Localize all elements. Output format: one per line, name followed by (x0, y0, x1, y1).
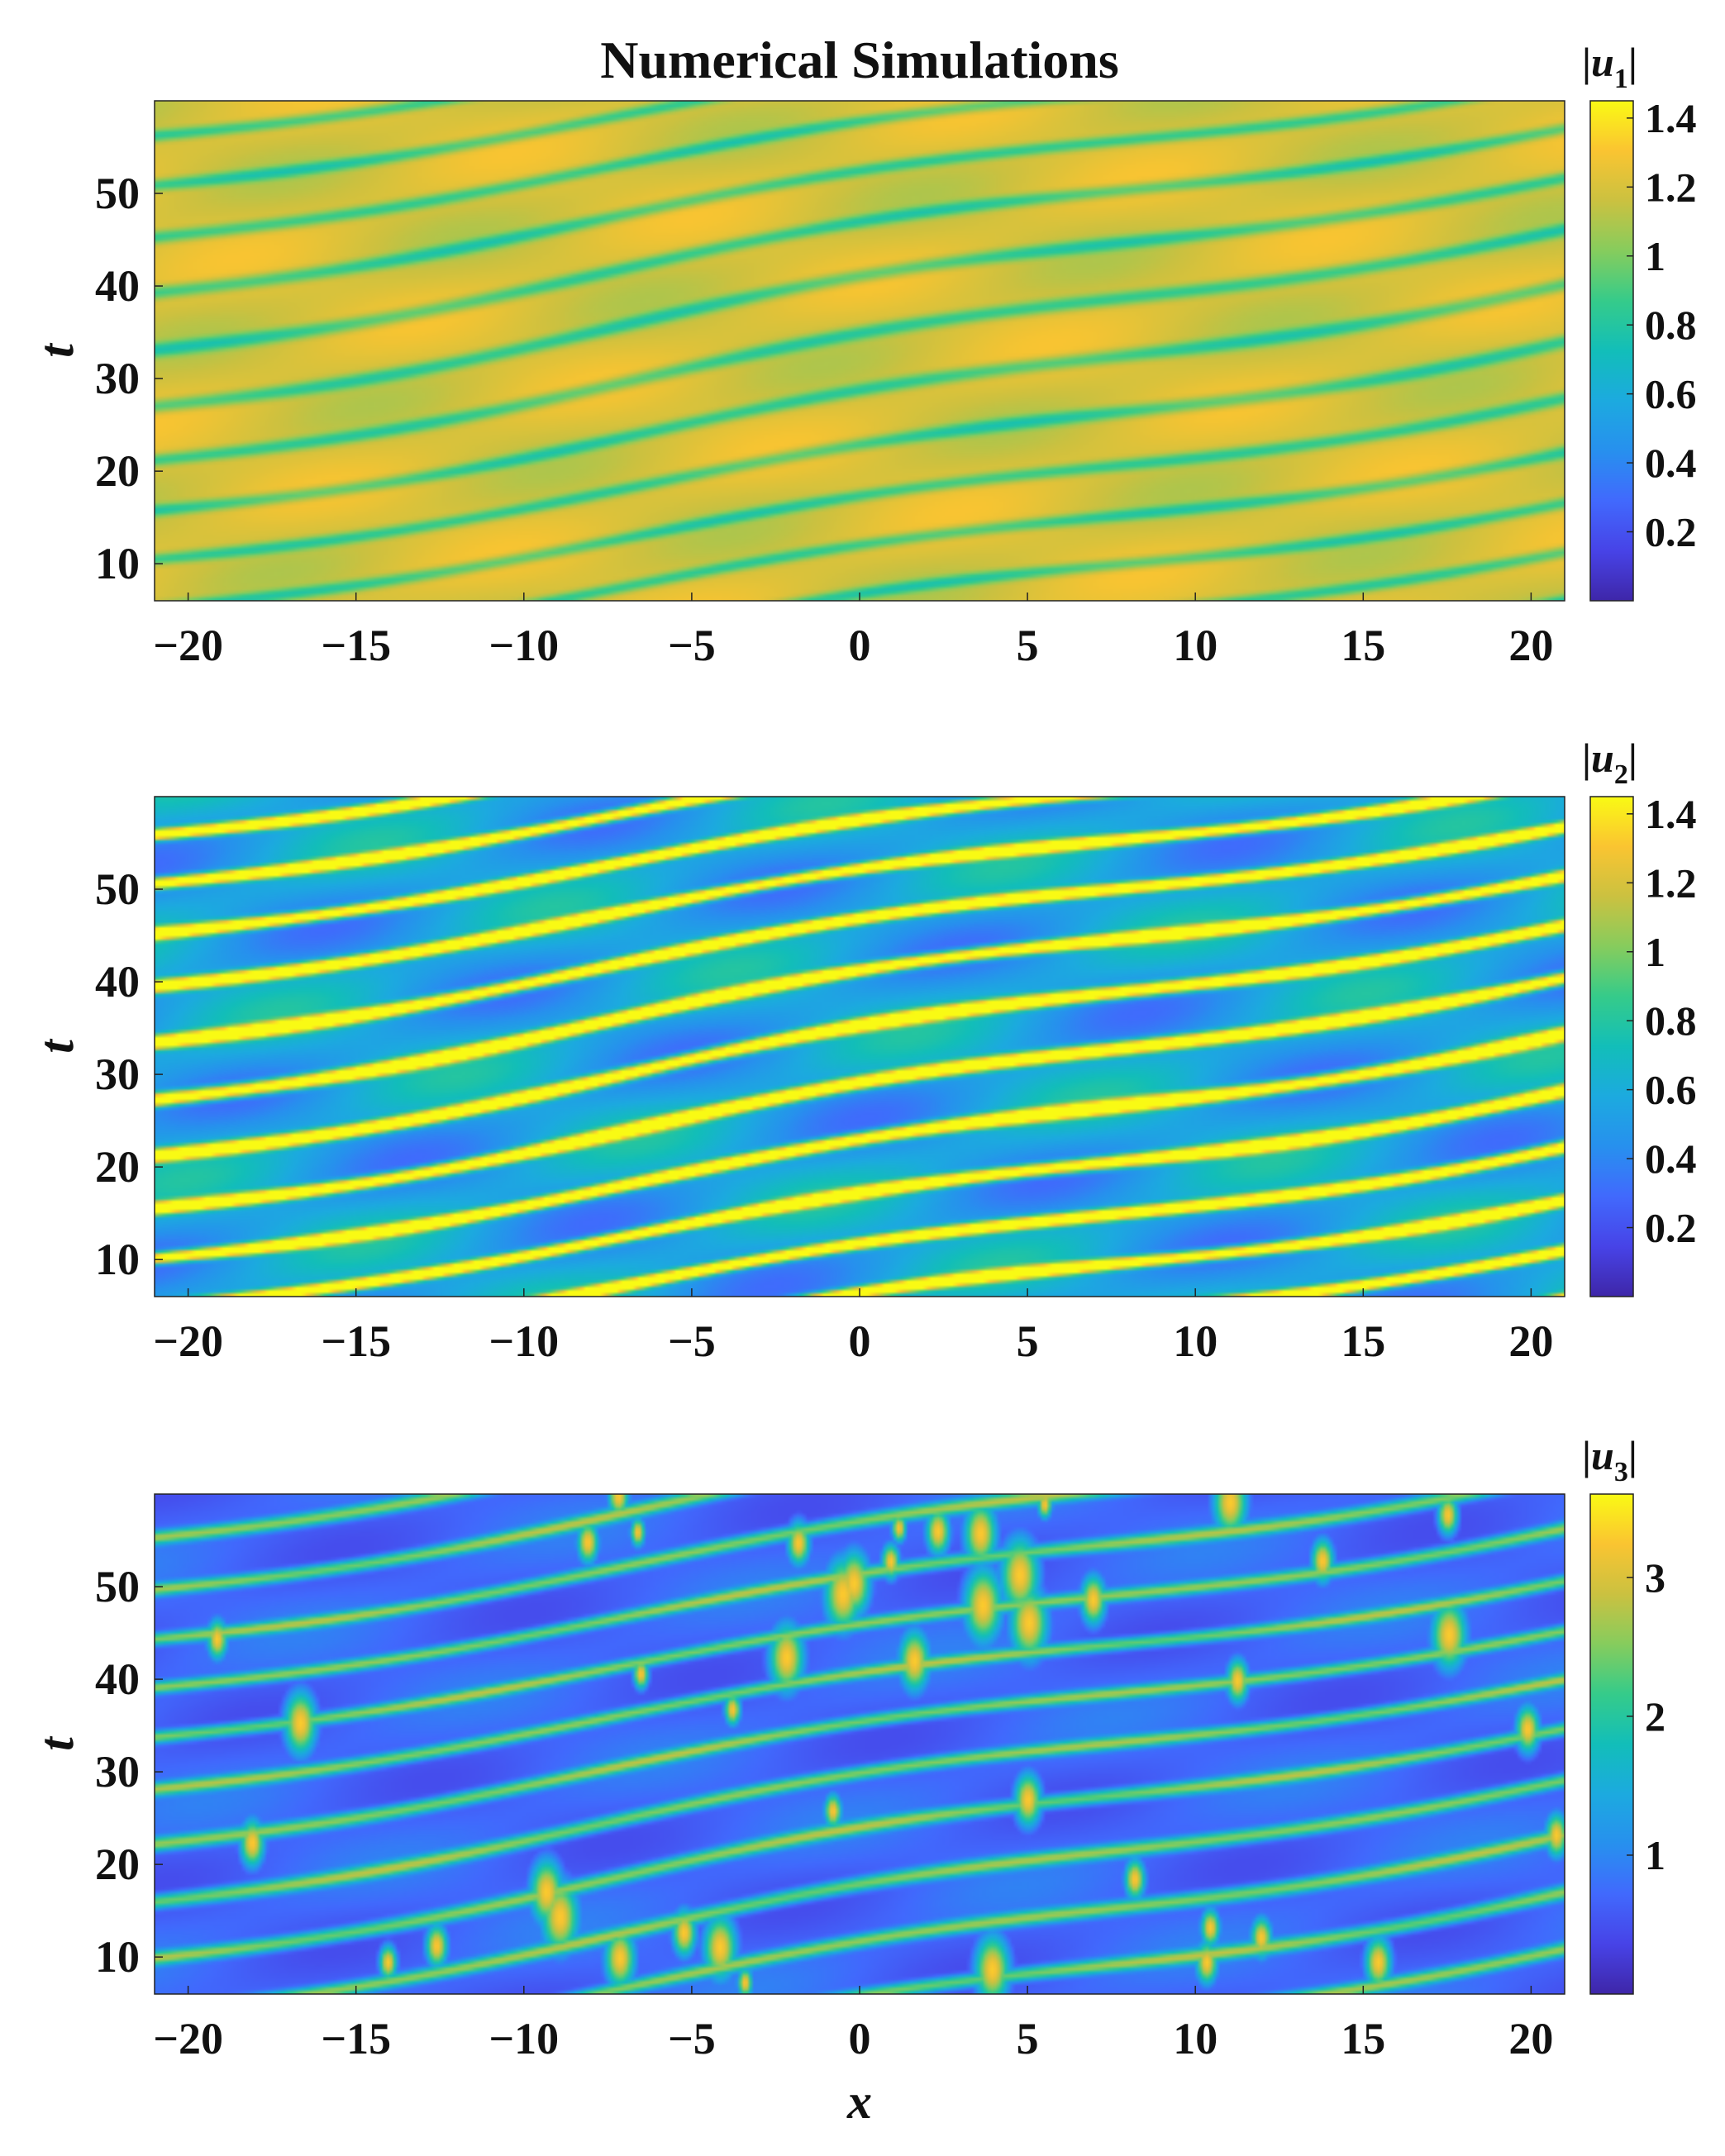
y-tick-label: 30 (95, 1747, 140, 1797)
x-tick-label: 20 (1508, 621, 1553, 670)
y-tick-label: 30 (95, 1049, 140, 1099)
x-tick-label: −15 (321, 1316, 391, 1366)
colorbar-tick-label: 1 (1645, 929, 1665, 975)
panel-1: −20 −15 −10 −5 0 5 10 15 20 10 20 30 40 50 t Numerical … (29, 31, 1697, 670)
x-tick-label: −5 (668, 621, 716, 670)
colorbar-label: |u2| (1582, 735, 1637, 790)
colorbar-tick-label: 1.2 (1645, 859, 1697, 906)
colorbar-tick-label: 0.2 (1645, 509, 1697, 555)
colorbar-tick-label: 0.8 (1645, 302, 1697, 348)
colorbar-label: |u1| (1582, 39, 1637, 94)
x-tick-label: −5 (668, 1316, 716, 1366)
heatmap-image (155, 101, 1565, 601)
y-tick-label: 10 (95, 1235, 140, 1284)
x-tick-label: −10 (488, 621, 559, 670)
colorbar-tick-label: 1.2 (1645, 164, 1697, 210)
colorbar-tick-label: 0.6 (1645, 1067, 1697, 1113)
heatmap-image (155, 1494, 1565, 1994)
x-tick-label: −10 (488, 2014, 559, 2063)
colorbar (1589, 796, 1634, 1297)
x-tick-label: −5 (668, 2014, 716, 2063)
x-tick-label: 5 (1017, 2014, 1039, 2063)
colorbar-tick-label: 1 (1645, 1832, 1665, 1878)
x-tick-label: 5 (1017, 1316, 1039, 1366)
chart-title: Numerical Simulations (600, 31, 1119, 89)
y-tick-label: 40 (95, 261, 140, 311)
colorbar-tick-label: 1.4 (1645, 791, 1697, 837)
x-tick-label: −20 (153, 2014, 223, 2063)
colorbar-tick-label: 1.4 (1645, 95, 1697, 141)
y-tick-label: 10 (95, 1932, 140, 1982)
y-tick-label: 20 (95, 446, 140, 496)
colorbar-label: |u3| (1582, 1432, 1637, 1487)
colorbar-tick-label: 2 (1645, 1693, 1665, 1740)
y-tick-label: 40 (95, 957, 140, 1007)
heatmap-image (155, 797, 1565, 1297)
colorbar-tick-label: 0.4 (1645, 1135, 1697, 1182)
y-tick-label: 50 (95, 169, 140, 218)
colorbar (1589, 1493, 1634, 1995)
x-tick-label: 15 (1341, 2014, 1385, 2063)
x-tick-label: 20 (1508, 2014, 1553, 2063)
colorbar-tick-label: 3 (1645, 1554, 1665, 1601)
x-tick-label: 0 (849, 621, 871, 670)
y-tick-label: 30 (95, 354, 140, 403)
y-tick-label: 40 (95, 1654, 140, 1704)
panel-2: −20 −15 −10 −5 0 5 10 15 20 10 20 30 40 50 t 0.2 0.4 0.6 0… (29, 735, 1697, 1366)
x-tick-label: 10 (1173, 1316, 1218, 1366)
x-tick-label: 20 (1508, 1316, 1553, 1366)
x-tick-label: 10 (1173, 2014, 1218, 2063)
panel-3: −20 −15 −10 −5 0 5 10 15 20 10 20 30 40 50 t x 1 2 3 |u3| (29, 1432, 1665, 2129)
y-tick-label: 50 (95, 1562, 140, 1611)
x-tick-label: −20 (153, 621, 223, 670)
x-tick-label: 10 (1173, 621, 1218, 670)
colorbar (1589, 100, 1634, 602)
x-tick-label: −15 (321, 2014, 391, 2063)
x-axis-label: x (846, 2074, 872, 2129)
x-tick-label: 0 (849, 1316, 871, 1366)
x-tick-label: 5 (1017, 621, 1039, 670)
colorbar-tick-label: 0.2 (1645, 1205, 1697, 1251)
y-tick-label: 50 (95, 864, 140, 914)
y-axis-label: t (29, 1038, 83, 1054)
x-tick-label: −10 (488, 1316, 559, 1366)
x-tick-label: −15 (321, 621, 391, 670)
x-tick-label: −20 (153, 1316, 223, 1366)
colorbar-tick-label: 1 (1645, 233, 1665, 279)
colorbar-tick-label: 0.8 (1645, 997, 1697, 1044)
y-axis-label: t (29, 1735, 83, 1751)
y-tick-label: 10 (95, 539, 140, 588)
y-tick-label: 20 (95, 1840, 140, 1889)
colorbar-tick-label: 0.6 (1645, 371, 1697, 417)
x-tick-label: 15 (1341, 621, 1385, 670)
y-axis-label: t (29, 342, 83, 358)
y-tick-label: 20 (95, 1142, 140, 1192)
colorbar-tick-label: 0.4 (1645, 440, 1697, 486)
x-tick-label: 0 (849, 2014, 871, 2063)
x-tick-label: 15 (1341, 1316, 1385, 1366)
